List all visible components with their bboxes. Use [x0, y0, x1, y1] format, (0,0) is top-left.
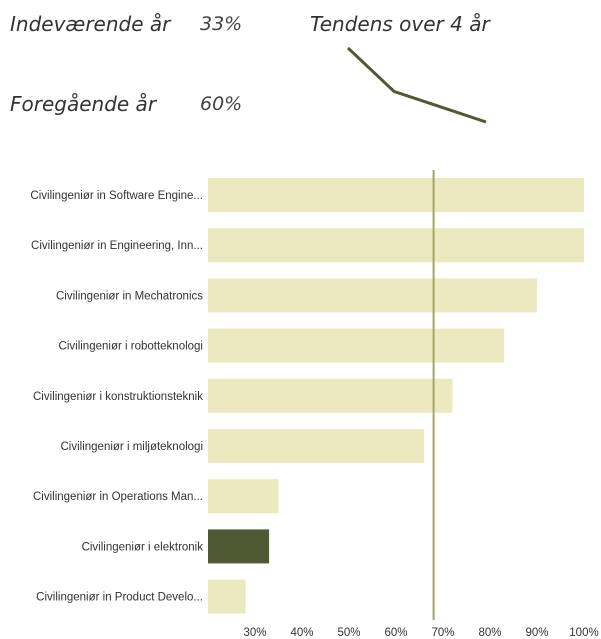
- bar-3[interactable]: [208, 328, 505, 363]
- x-tick-label-4: 70%: [431, 627, 454, 639]
- category-label-5: Civilingeniør i miljøteknologi: [60, 441, 203, 453]
- x-tick-label-5: 80%: [478, 627, 501, 639]
- trend-title: Tendens over 4 år: [310, 12, 490, 36]
- category-label-1: Civilingeniør in Engineering, Inn...: [31, 240, 203, 252]
- x-tick-label-3: 60%: [384, 627, 407, 639]
- bar-8[interactable]: [208, 579, 246, 614]
- x-tick-label-0: 30%: [243, 627, 266, 639]
- previous-year-label: Foregående år: [10, 92, 157, 116]
- category-label-3: Civilingeniør i robotteknologi: [59, 341, 203, 353]
- current-year-value: 33%: [200, 13, 243, 35]
- bar-5[interactable]: [208, 429, 425, 463]
- category-label-6: Civilingeniør in Operations Man...: [33, 491, 203, 503]
- bar-2[interactable]: [208, 278, 537, 313]
- x-tick-label-6: 90%: [525, 627, 548, 639]
- category-label-2: Civilingeniør in Mechatronics: [56, 290, 203, 302]
- previous-year-value: 60%: [200, 93, 243, 115]
- x-tick-label-7: 100%: [569, 627, 598, 639]
- category-label-0: Civilingeniør in Software Engine...: [30, 190, 203, 202]
- x-tick-label-2: 50%: [337, 627, 360, 639]
- x-tick-label-1: 40%: [290, 627, 313, 639]
- bar-7[interactable]: [208, 529, 270, 564]
- current-year-label: Indeværende år: [10, 12, 171, 36]
- bar-1[interactable]: [208, 228, 584, 263]
- category-label-8: Civilingeniør in Product Develo...: [36, 592, 203, 604]
- category-label-4: Civilingeniør i konstruktionsteknik: [33, 391, 203, 403]
- bar-6[interactable]: [208, 479, 279, 514]
- bar-0[interactable]: [208, 178, 584, 212]
- category-label-7: Civilingeniør i elektronik: [82, 541, 204, 553]
- bar-4[interactable]: [208, 378, 453, 413]
